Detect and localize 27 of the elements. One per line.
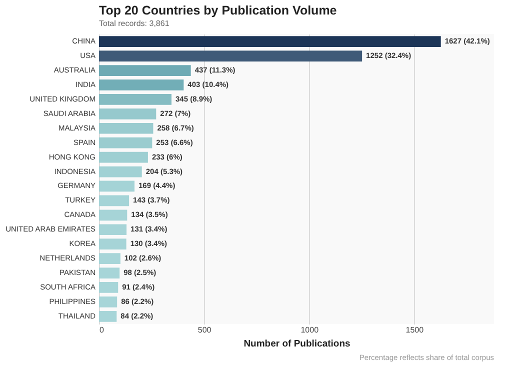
bar: [99, 210, 128, 221]
chart-subtitle: Total records: 3,861: [99, 19, 170, 28]
x-axis-title: Number of Publications: [244, 338, 350, 350]
chart-title: Top 20 Countries by Publication Volume: [99, 4, 337, 18]
bar: [99, 122, 154, 134]
x-tick-label: 500: [198, 326, 212, 334]
bar: [99, 310, 117, 322]
bar: [99, 80, 184, 90]
bar: [99, 253, 120, 264]
bar: [99, 166, 142, 178]
bar: [99, 268, 120, 278]
bar: [99, 108, 156, 120]
bar: [99, 137, 152, 148]
bar: [99, 180, 135, 192]
x-tick-label: 1500: [406, 326, 424, 334]
bar: [99, 65, 191, 76]
bar: [99, 224, 127, 236]
x-tick-label: 1000: [300, 326, 320, 334]
bar: [99, 238, 126, 250]
bar: [99, 296, 118, 308]
bar: [99, 50, 362, 62]
x-tick-label: 0: [100, 326, 104, 334]
bar: [99, 94, 172, 105]
bar: [99, 36, 441, 48]
bar: [99, 282, 118, 293]
bar: [99, 152, 148, 163]
bar: [99, 195, 130, 206]
